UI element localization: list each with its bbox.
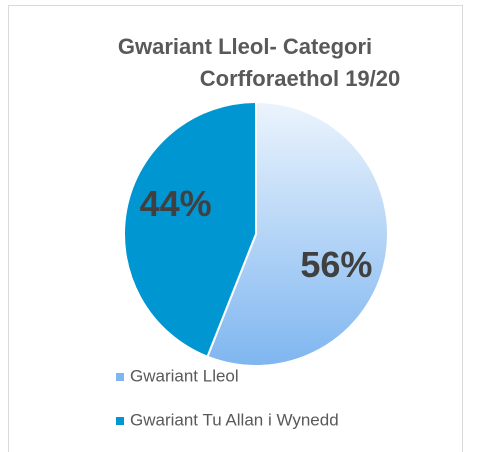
legend-label: Gwariant Lleol — [130, 366, 239, 385]
pie-slice — [123, 100, 257, 359]
legend-marker — [116, 417, 124, 425]
data-label: 44% — [140, 183, 212, 224]
legend-marker — [116, 373, 124, 381]
chart-title: Corfforaethol 19/20 — [200, 66, 401, 91]
chart-title: Gwariant Lleol- Categori — [118, 34, 372, 59]
legend-label: Gwariant Tu Allan i Wynedd — [130, 410, 339, 429]
data-label: 56% — [300, 244, 372, 285]
